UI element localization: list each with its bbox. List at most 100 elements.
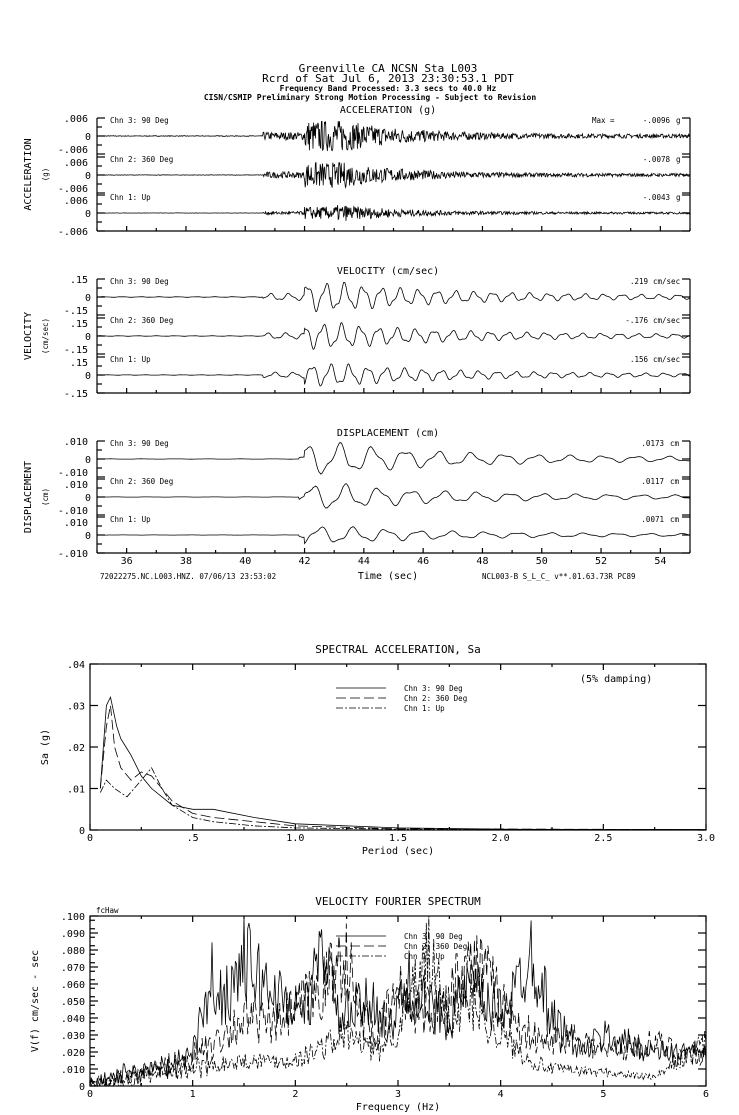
x-tick-label: 0 bbox=[87, 1089, 93, 1100]
velocity-unit-label: (cm/sec) bbox=[41, 318, 50, 354]
peak-value: .219 bbox=[630, 277, 648, 286]
x-tick-label: 38 bbox=[180, 556, 192, 567]
velocity-fourier-spectrum-chart-series-chn-3 bbox=[89, 915, 707, 1087]
peak-value: .0071 bbox=[641, 515, 664, 524]
channel-label: Chn 2: 360 Deg bbox=[110, 477, 173, 486]
channel-label: Chn 2: 360 Deg bbox=[110, 316, 173, 325]
y-tick-label: 0 bbox=[79, 826, 85, 837]
legend-label: Chn 1: Up bbox=[404, 704, 445, 713]
peak-value: -.0043 bbox=[643, 193, 670, 202]
displacement-axis-label: DISPLACEMENT bbox=[23, 461, 34, 533]
displacement-trace-chn-3 bbox=[97, 442, 690, 475]
time-axis-label: Time (sec) bbox=[358, 571, 418, 582]
channel-label: Chn 3: 90 Deg bbox=[110, 439, 169, 448]
y-tick-label: -.15 bbox=[64, 345, 88, 356]
acceleration-panel: ACCELERATION (g) ACCELERATION (g) .006 0 -.00… bbox=[23, 105, 691, 238]
legend-label: Chn 2: 360 Deg bbox=[404, 694, 467, 703]
y-tick-label: .080 bbox=[61, 946, 85, 957]
y-tick-label: .04 bbox=[67, 660, 85, 671]
x-tick-label: 3 bbox=[395, 1089, 401, 1100]
x-tick-label: 3.0 bbox=[697, 833, 715, 844]
y-tick-label: -.010 bbox=[58, 468, 88, 479]
acceleration-axis-label: ACCELERATION bbox=[23, 138, 34, 210]
x-tick-label: 52 bbox=[595, 556, 607, 567]
peak-value: .0117 bbox=[641, 477, 664, 486]
x-tick-label: 5 bbox=[600, 1089, 606, 1100]
x-axis-label: Frequency (Hz) bbox=[356, 1102, 440, 1113]
x-tick-label: 54 bbox=[654, 556, 666, 567]
y-tick-label: 0 bbox=[85, 293, 91, 304]
y-tick-label: 0 bbox=[85, 132, 91, 143]
x-tick-label: 2.5 bbox=[594, 833, 612, 844]
peak-value: .0173 bbox=[641, 439, 664, 448]
y-tick-label: -.006 bbox=[58, 184, 88, 195]
peak-unit: g bbox=[676, 193, 681, 202]
y-tick-label: .15 bbox=[70, 358, 88, 369]
velocity-panel: VELOCITY (cm/sec) VELOCITY (cm/sec) .15 0 -.1… bbox=[23, 266, 691, 400]
y-tick-label: .15 bbox=[70, 319, 88, 330]
acceleration-trace-chn-1 bbox=[96, 205, 691, 221]
x-tick-label: 36 bbox=[121, 556, 133, 567]
y-tick-label: 0 bbox=[85, 371, 91, 382]
x-tick-label: 1 bbox=[190, 1089, 196, 1100]
y-tick-label: -.010 bbox=[58, 506, 88, 517]
peak-value: -.176 bbox=[625, 316, 648, 325]
legend-label: Chn 3: 90 Deg bbox=[404, 684, 463, 693]
legend-label: Chn 1: Up bbox=[404, 952, 445, 961]
acceleration-title: ACCELERATION (g) bbox=[340, 105, 436, 116]
velocity-fourier-spectrum-chart-series-chn-2 bbox=[89, 923, 707, 1087]
damping-annotation: (5% damping) bbox=[580, 674, 652, 685]
x-tick-label: .5 bbox=[187, 833, 199, 844]
y-tick-label: .020 bbox=[61, 1048, 85, 1059]
peak-unit: g bbox=[676, 155, 681, 164]
header-record-date: Rcrd of Sat Jul 6, 2013 23:30:53.1 PDT bbox=[262, 72, 514, 85]
x-tick-label: 50 bbox=[536, 556, 548, 567]
displacement-title: DISPLACEMENT (cm) bbox=[337, 428, 439, 439]
displacement-trace-chn-2 bbox=[97, 483, 690, 509]
y-axis-label: V(f) cm/sec - sec bbox=[30, 950, 41, 1052]
x-tick-label: 48 bbox=[476, 556, 488, 567]
displacement-unit-label: (cm) bbox=[41, 488, 50, 506]
y-tick-label: -.010 bbox=[58, 549, 88, 560]
velocity-title: VELOCITY (cm/sec) bbox=[337, 266, 439, 277]
x-tick-label: 46 bbox=[417, 556, 429, 567]
y-tick-label: 0 bbox=[79, 1082, 85, 1093]
legend-label: Chn 2: 360 Deg bbox=[404, 942, 467, 951]
y-tick-label: .01 bbox=[67, 785, 85, 796]
displacement-trace-chn-1 bbox=[97, 526, 690, 545]
max-label: Max = bbox=[592, 116, 615, 125]
y-tick-label: 0 bbox=[85, 332, 91, 343]
velocity-fourier-spectrum-chart-title: VELOCITY FOURIER SPECTRUM bbox=[315, 895, 481, 908]
y-tick-label: .006 bbox=[64, 158, 88, 169]
y-tick-label: 0 bbox=[85, 171, 91, 182]
x-tick-label: 1.5 bbox=[389, 833, 407, 844]
spectral-acceleration-chart-series-chn-3 bbox=[99, 695, 707, 830]
x-tick-label: 6 bbox=[703, 1089, 709, 1100]
peak-unit: cm/sec bbox=[653, 355, 680, 364]
y-tick-label: .040 bbox=[61, 1014, 85, 1025]
acceleration-trace-chn-3 bbox=[96, 120, 691, 152]
peak-value: -.0078 bbox=[643, 155, 671, 164]
y-tick-label: .100 bbox=[61, 912, 85, 923]
channel-label: Chn 1: Up bbox=[110, 355, 151, 364]
channel-label: Chn 1: Up bbox=[110, 515, 151, 524]
peak-unit: g bbox=[676, 116, 681, 125]
y-tick-label: .15 bbox=[70, 275, 88, 286]
footer-processing-id: NCL003-B S_L_C_ v**.01.63.73R PC89 bbox=[482, 572, 636, 581]
velocity-trace-chn-3 bbox=[97, 281, 691, 313]
velocity-fourier-spectrum-chart: VELOCITY FOURIER SPECTRUM 0 1 2 3 4 5 6 0 .010 .02… bbox=[30, 895, 709, 1113]
y-tick-label: .030 bbox=[61, 1031, 85, 1042]
peak-unit: cm bbox=[670, 515, 680, 524]
y-tick-label: -.006 bbox=[58, 227, 88, 238]
y-tick-label: -.006 bbox=[58, 145, 88, 156]
spectral-acceleration-chart: SPECTRAL ACCELERATION, Sa 0 .5 1.0 1.5 2.0 2.5… bbox=[40, 643, 715, 857]
y-tick-label: .03 bbox=[67, 702, 85, 713]
channel-label: Chn 3: 90 Deg bbox=[110, 277, 169, 286]
header-disclaimer: CISN/CSMIP Preliminary Strong Motion Pro… bbox=[204, 92, 537, 102]
peak-unit: cm bbox=[670, 439, 680, 448]
y-tick-label: .090 bbox=[61, 929, 85, 940]
x-tick-label: 44 bbox=[358, 556, 370, 567]
acceleration-unit-label: (g) bbox=[41, 168, 50, 182]
y-tick-label: .006 bbox=[64, 114, 88, 125]
